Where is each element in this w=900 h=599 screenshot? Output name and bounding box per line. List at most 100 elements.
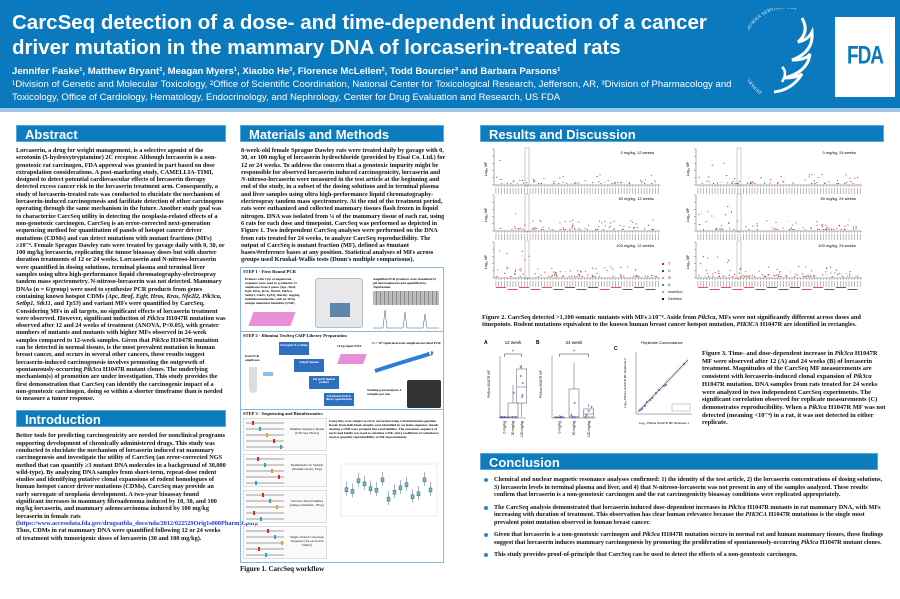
panel-title: 24 week [566,340,584,345]
mutation-point [633,227,635,229]
fda-approval-link[interactable]: https://www.accessdata.fda.gov/drugsatfd… [18,519,255,527]
x-tick-mark [831,234,833,240]
mutation-point [506,182,508,184]
mutation-point [654,180,656,182]
abstract-text: Lorcaserin, a drug for weight management… [16,147,226,403]
mutation-point [542,228,544,230]
x-tick-mark [785,188,787,194]
mutation-point [792,224,794,226]
replicate-concordance-scatter: C Replicate Concordance Log₁₀ Pik3ca H1047… [614,340,692,425]
mutation-point [569,270,571,272]
mutation-point [632,221,634,223]
mutation-point [562,227,564,229]
x-tick-mark [598,188,599,194]
mutation-point [837,182,839,184]
mutation-point [633,227,635,229]
x-tick-mark [618,234,619,240]
x-tick-mark [797,234,799,240]
step-2-title: STEP 2 - Illumina TruSeq ChIP Library Pr… [243,332,347,338]
mutation-point [745,271,747,273]
mutation-point [531,228,533,230]
mutation-point [712,275,714,277]
data-point [519,365,522,369]
library-prep-step: Adapter ligation [294,358,324,372]
x-tick-mark [859,188,861,194]
box [374,487,379,493]
library-prep-step: Gel purify ligation product [309,375,339,389]
mutation-point [551,228,553,230]
seq-text: Waiting pool analyzes 4 samples per run [367,387,402,396]
mutation-point [609,225,611,227]
x-tick-mark [828,188,830,194]
x-tick-mark [532,234,534,240]
mutation-point [581,275,583,277]
mutation-point [707,257,709,259]
mutation-point [777,228,779,230]
mutation-point [595,268,597,270]
x-tick-mark [640,188,642,194]
mutation-point [554,273,556,275]
x-tick-mark [595,188,597,194]
mutation-point [572,223,574,225]
mutation-point [563,275,565,277]
x-tick-mark [626,281,628,287]
mutation-point [821,224,823,226]
x-tick-mark [623,234,625,240]
gene-bar [847,289,858,290]
mutation-point [555,274,557,276]
x-tick-mark [697,281,699,287]
x-tick-mark [495,281,497,287]
figure-2-caption: Figure 2. CarcSeq detected >1,100 somati… [482,314,861,329]
mutation-point [805,266,807,268]
x-tick-mark [751,281,753,287]
mutation-point [499,250,501,252]
library-prep-step: End repair & A-tailing [279,341,309,355]
mutation-point [591,274,593,276]
mutation-point [579,275,581,277]
mutation-point [821,224,823,226]
mutation-point [782,180,784,182]
data-point [584,415,587,419]
x-tick-mark [754,281,756,287]
x-tick-mark [535,281,537,287]
x-tick-mark [632,234,634,240]
mutation-point [705,221,707,223]
mutation-point [514,270,516,272]
gene-bar [530,289,541,290]
mutation-point [592,275,594,277]
data-point [663,385,665,387]
mutation-point [559,271,561,273]
mutation-point [622,228,624,230]
mutation-point [811,182,813,184]
mutation-point [775,228,777,230]
x-tick-mark [529,188,531,194]
mutation-point [608,227,610,229]
mutation-point [822,228,824,230]
x-tick-mark [529,234,531,240]
mutation-point [630,220,632,222]
x-tick-mark [612,234,614,240]
mutation-point [721,225,723,227]
x-tick-mark [652,234,654,240]
mutation-point [847,275,849,277]
x-tick-mark [859,281,861,287]
regression-line [637,359,689,413]
data-point [585,413,588,417]
panel-title: 0 mg/kg, 12 weeks [621,150,654,155]
conclusion-bullet: Chemical and nuclear magnetic resonance … [482,476,884,499]
mutation-point [752,225,754,227]
mf-boxplot [340,463,438,516]
x-tick-mark [626,188,628,194]
mutation-point [715,227,717,229]
mutation-point [559,177,561,179]
mutation-point [804,179,806,181]
x-tick-mark [848,281,850,287]
pcr-plate-image [248,311,296,326]
x-tick-mark [657,188,659,194]
x-tick-mark [791,281,793,287]
x-tick-mark [757,234,759,240]
middle-column: Materials and Methods 8-week-old female … [240,125,446,573]
legend-item: Deletion [662,297,682,301]
x-tick-mark [845,188,847,194]
gene-bar [709,289,720,290]
